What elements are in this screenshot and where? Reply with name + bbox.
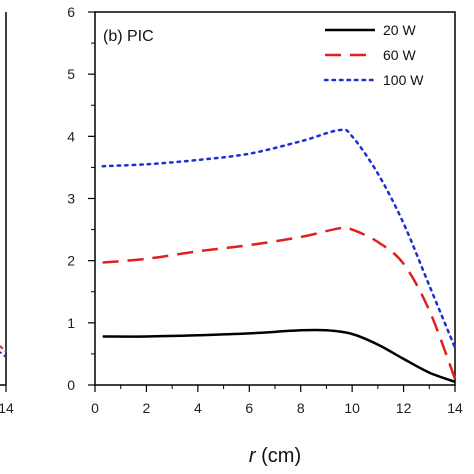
legend: 20 W 60 W 100 W bbox=[323, 22, 424, 88]
left-panel-curve-fragment-blue bbox=[0, 351, 7, 358]
x-axis-unit: (cm) bbox=[256, 445, 302, 467]
x-tick-label: 8 bbox=[297, 400, 305, 416]
x-axis-symbol: r bbox=[249, 445, 257, 467]
y-tick-label: 2 bbox=[67, 253, 75, 269]
series-layer bbox=[101, 128, 457, 384]
x-tick-label: 12 bbox=[396, 400, 412, 416]
legend-label-1: 60 W bbox=[383, 47, 416, 63]
x-axis-title: r (cm) bbox=[249, 445, 301, 467]
x-axis-ticks: 0 2 4 6 8 10 12 14 bbox=[91, 385, 463, 416]
left-panel-curve-fragment-red bbox=[0, 345, 7, 353]
x-tick-label: 4 bbox=[194, 400, 202, 416]
series-line-0 bbox=[102, 328, 456, 384]
x-tick-label: 14 bbox=[447, 400, 463, 416]
y-tick-label: 5 bbox=[67, 66, 75, 82]
plot-frame bbox=[94, 11, 456, 386]
left-panel-x-tick-label: 14 bbox=[0, 400, 14, 416]
y-tick-label: 0 bbox=[67, 377, 75, 393]
x-tick-label: 10 bbox=[344, 400, 360, 416]
legend-label-2: 100 W bbox=[383, 72, 424, 88]
panel-label: (b) PIC bbox=[103, 28, 154, 45]
x-tick-label: 2 bbox=[143, 400, 151, 416]
y-tick-label: 3 bbox=[67, 191, 75, 207]
left-panel-partial: 14 bbox=[0, 12, 14, 416]
y-tick-label: 6 bbox=[67, 4, 75, 20]
series-line-1 bbox=[102, 226, 457, 380]
y-tick-label: 1 bbox=[67, 315, 75, 331]
y-axis-ticks: 0 1 2 3 4 5 6 bbox=[67, 4, 95, 393]
x-tick-label: 6 bbox=[245, 400, 253, 416]
y-tick-label: 4 bbox=[67, 128, 75, 144]
x-tick-label: 0 bbox=[91, 400, 99, 416]
legend-label-0: 20 W bbox=[383, 22, 416, 38]
series-line-2 bbox=[101, 128, 457, 349]
